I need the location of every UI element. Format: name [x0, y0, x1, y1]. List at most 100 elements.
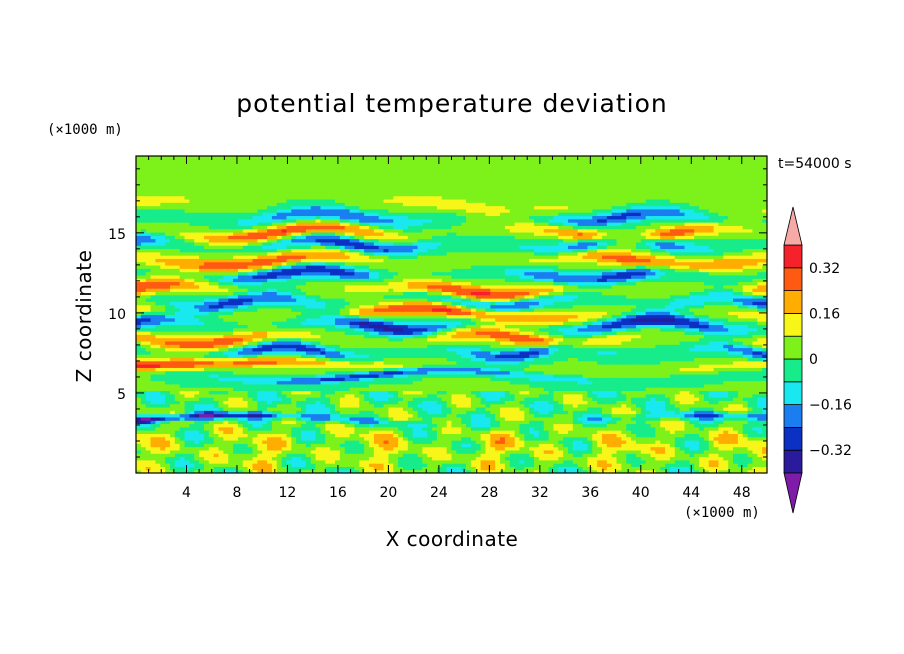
field-cell: [567, 406, 574, 411]
field-cell: [335, 420, 341, 425]
field-cell: [563, 459, 569, 464]
field-cell: [660, 449, 666, 454]
field-cell: [470, 380, 477, 385]
field-cell: [262, 416, 268, 421]
field-cell: [582, 449, 588, 454]
field-cell: [417, 393, 423, 398]
field-cell: [155, 393, 161, 398]
field-cell: [762, 413, 767, 418]
field-cell: [475, 397, 482, 401]
field-cell: [359, 456, 365, 461]
field-cell: [456, 380, 462, 385]
field-cell: [160, 456, 166, 461]
field-cell: [368, 449, 375, 454]
field-cell: [383, 406, 389, 411]
field-cell: [315, 443, 322, 448]
field-cell: [373, 466, 380, 471]
field-cell: [184, 377, 190, 382]
field-cell: [417, 390, 423, 395]
field-cell: [728, 469, 734, 473]
field-cell: [567, 387, 574, 392]
field-cell: [728, 383, 734, 388]
field-cell: [689, 390, 695, 395]
field-cell: [281, 456, 288, 461]
field-cell: [674, 436, 681, 441]
field-cell: [383, 397, 389, 401]
field-cell: [330, 406, 336, 411]
field-cell: [199, 433, 205, 438]
field-cell: [548, 393, 555, 398]
field-cell: [529, 439, 535, 444]
field-cell: [276, 397, 283, 401]
field-cell: [534, 426, 540, 431]
field-cell: [203, 443, 210, 448]
field-cell: [179, 383, 186, 388]
field-cell: [728, 423, 734, 428]
field-cell: [301, 400, 307, 405]
field-cell: [368, 459, 375, 464]
field-cell: [650, 390, 656, 395]
field-cell: [271, 456, 278, 461]
field-cell: [436, 420, 443, 425]
field-cell: [286, 466, 292, 471]
field-cell: [436, 459, 443, 464]
field-cell: [718, 403, 724, 408]
field-cell: [368, 433, 375, 438]
field-cell: [708, 380, 715, 385]
field-cell: [500, 459, 506, 464]
field-cell: [446, 380, 453, 385]
field-cell: [669, 433, 676, 438]
field-cell: [597, 383, 603, 388]
field-cell: [407, 439, 414, 444]
field-cell: [699, 397, 705, 401]
field-cell: [359, 416, 365, 421]
field-cell: [373, 423, 380, 428]
field-cell: [723, 466, 729, 471]
field-cell: [388, 420, 394, 425]
field-cell: [155, 397, 161, 401]
field-cell: [427, 403, 433, 408]
field-cell: [398, 383, 404, 388]
field-cell: [136, 387, 142, 392]
field-cell: [480, 436, 487, 441]
field-cell: [169, 433, 176, 438]
field-cell: [194, 387, 200, 392]
field-cell: [422, 439, 428, 444]
field-cell: [684, 393, 690, 398]
field-cell: [723, 393, 729, 398]
field-cell: [393, 400, 399, 405]
field-cell: [485, 453, 491, 458]
field-cell: [660, 380, 666, 385]
field-cell: [276, 413, 283, 418]
field-cell: [393, 403, 399, 408]
field-cell: [335, 397, 341, 401]
field-cell: [446, 466, 453, 471]
field-cell: [640, 443, 647, 448]
field-cell: [490, 463, 496, 467]
field-cell: [475, 400, 482, 405]
field-cell: [567, 430, 574, 434]
field-cell: [199, 406, 205, 411]
field-cell: [233, 443, 239, 448]
field-cell: [640, 397, 647, 401]
field-cell: [339, 397, 346, 401]
field-cell: [320, 410, 326, 415]
field-cell: [218, 393, 224, 398]
field-cell: [296, 439, 302, 444]
field-cell: [257, 439, 263, 444]
field-cell: [762, 469, 767, 473]
field-cell: [364, 469, 370, 473]
field-cell: [310, 410, 317, 415]
field-cell: [393, 420, 399, 425]
field-cell: [640, 446, 647, 451]
field-cell: [150, 377, 157, 382]
field-cell: [373, 380, 380, 385]
field-cell: [490, 403, 496, 408]
field-cell: [597, 413, 603, 418]
field-cell: [291, 380, 297, 385]
field-cell: [752, 393, 758, 398]
field-cell: [271, 410, 278, 415]
field-cell: [752, 453, 758, 458]
field-cell: [407, 410, 414, 415]
field-cell: [247, 466, 254, 471]
